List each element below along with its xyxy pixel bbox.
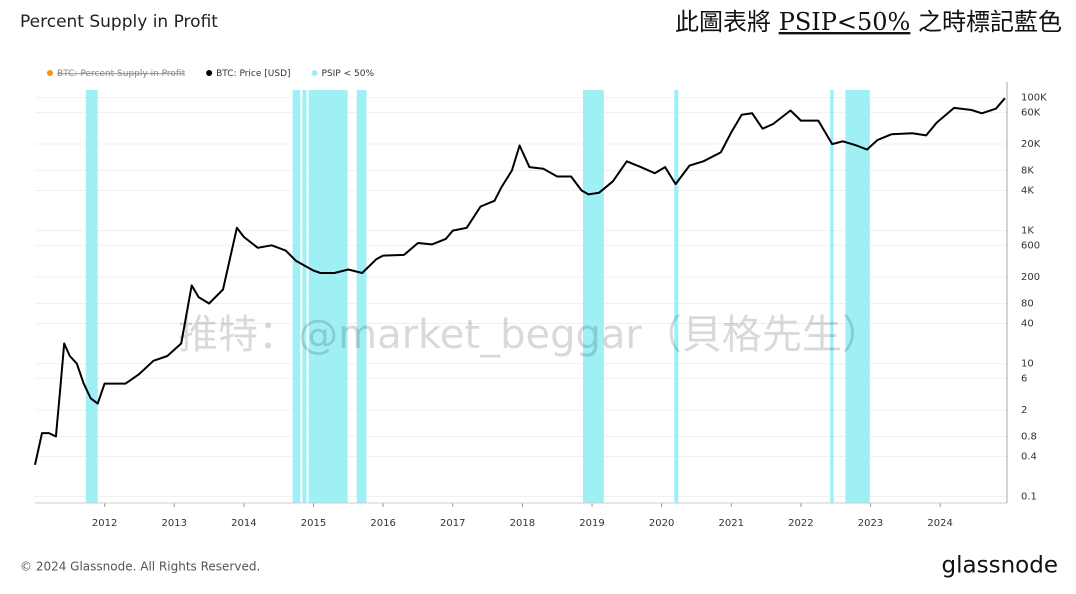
annotation-part: 之時標記藍色 xyxy=(910,8,1062,36)
x-tick-label: 2022 xyxy=(788,518,813,529)
y-tick-label: 600 xyxy=(1021,240,1040,251)
x-tick-label: 2017 xyxy=(440,518,465,529)
y-tick-label: 8K xyxy=(1021,166,1034,177)
y-tick-label: 40 xyxy=(1021,319,1034,330)
psip-band xyxy=(356,90,367,503)
y-tick-label: 200 xyxy=(1021,272,1040,283)
legend-marker xyxy=(47,70,53,76)
y-tick-label: 6 xyxy=(1021,373,1027,384)
x-tick-label: 2015 xyxy=(301,518,326,529)
x-tick-label: 2023 xyxy=(858,518,883,529)
x-tick-label: 2020 xyxy=(649,518,674,529)
legend-marker xyxy=(206,70,213,76)
y-tick-label: 0.4 xyxy=(1021,452,1037,463)
psip-band xyxy=(830,90,834,503)
legend-label[interactable]: BTC: Percent Supply in Profit xyxy=(57,69,186,79)
x-tick-label: 2024 xyxy=(927,518,952,529)
watermark: 推特：@market_beggar（貝格先生） xyxy=(178,312,882,358)
y-tick-label: 20K xyxy=(1021,139,1041,150)
y-tick-label: 1K xyxy=(1021,226,1034,237)
x-tick-label: 2019 xyxy=(579,518,604,529)
x-tick-label: 2016 xyxy=(370,518,395,529)
legend-label[interactable]: BTC: Price [USD] xyxy=(216,69,290,79)
legend-label[interactable]: PSIP < 50% xyxy=(322,69,375,79)
x-tick-label: 2021 xyxy=(719,518,744,529)
y-tick-label: 60K xyxy=(1021,107,1041,118)
annotation-part: 此圖表將 xyxy=(675,8,779,36)
psip-band xyxy=(85,90,98,503)
x-tick-label: 2013 xyxy=(162,518,187,529)
y-tick-label: 10 xyxy=(1021,359,1034,370)
y-tick-label: 2 xyxy=(1021,405,1027,416)
x-tick-label: 2012 xyxy=(92,518,117,529)
y-tick-label: 100K xyxy=(1021,93,1047,104)
y-tick-label: 80 xyxy=(1021,299,1034,310)
y-tick-label: 0.1 xyxy=(1021,492,1037,503)
logo: glassnode xyxy=(942,553,1058,579)
x-tick-label: 2014 xyxy=(231,518,256,529)
annotation-part: PSIP<50% xyxy=(779,8,911,36)
chart-title: Percent Supply in Profit xyxy=(20,12,218,32)
x-tick-label: 2018 xyxy=(510,518,535,529)
footer: © 2024 Glassnode. All Rights Reserved. xyxy=(20,560,260,574)
psip-band xyxy=(302,90,307,503)
annotation: 此圖表將 PSIP<50% 之時標記藍色 xyxy=(675,8,1062,36)
price-line xyxy=(34,97,1006,466)
y-tick-label: 0.8 xyxy=(1021,432,1037,443)
y-tick-label: 4K xyxy=(1021,186,1034,197)
legend-marker xyxy=(311,70,318,76)
psip-band xyxy=(582,90,604,503)
psip-band xyxy=(308,90,348,503)
psip-band xyxy=(845,90,870,503)
psip-band xyxy=(674,90,679,503)
psip-band xyxy=(292,90,301,503)
